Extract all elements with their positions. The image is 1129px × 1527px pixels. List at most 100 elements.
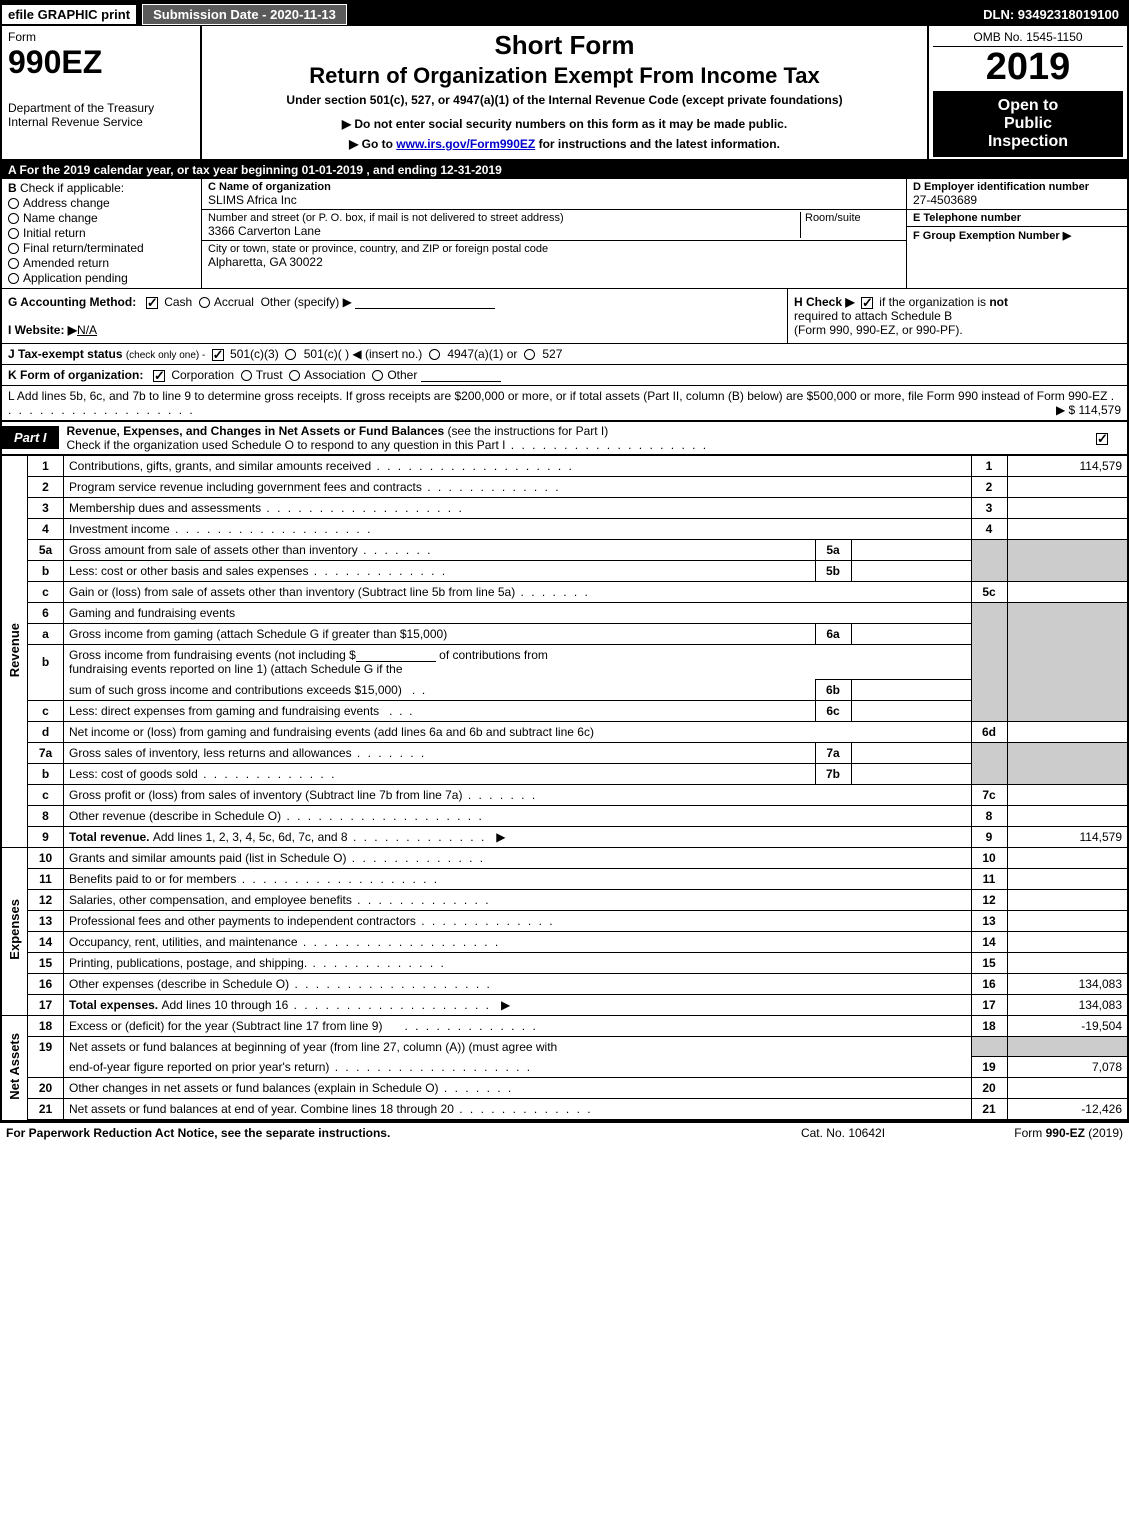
l6b-n: b (28, 644, 64, 679)
l5c-rn: 5c (971, 581, 1007, 602)
l5b-n: b (28, 560, 64, 581)
part-1-title-rest: (see the instructions for Part I) (444, 424, 608, 438)
l6a-mv (851, 623, 971, 644)
circle-icon[interactable] (8, 243, 19, 254)
circle-icon[interactable] (289, 370, 300, 381)
circle-icon[interactable] (8, 228, 19, 239)
checkbox-corp[interactable] (153, 370, 165, 382)
l21-rv: -12,426 (1007, 1099, 1127, 1120)
line-20: 20 Other changes in net assets or fund b… (2, 1078, 1127, 1099)
row-l: L Add lines 5b, 6c, and 7b to line 9 to … (2, 386, 1127, 420)
c-city-row: City or town, state or province, country… (202, 241, 906, 271)
circle-icon[interactable] (241, 370, 252, 381)
section-g: G Accounting Method: Cash Accrual Other … (2, 289, 787, 343)
l4-d: Investment income (64, 518, 972, 539)
circle-icon[interactable] (8, 258, 19, 269)
dots (289, 977, 492, 991)
e-label: E Telephone number (913, 212, 1121, 224)
l1-n: 1 (28, 455, 64, 476)
checkbox-h[interactable] (861, 297, 873, 309)
l7c-n: c (28, 784, 64, 805)
l21-d: Net assets or fund balances at end of ye… (64, 1099, 972, 1120)
section-e: E Telephone number (907, 210, 1127, 227)
dots (422, 480, 561, 494)
c-city-label: City or town, state or province, country… (208, 243, 900, 255)
l-amount: ▶ $ 114,579 (1056, 403, 1121, 417)
l9-n: 9 (28, 826, 64, 847)
l3-rv (1007, 497, 1127, 518)
efile-label[interactable]: efile GRAPHIC print (2, 5, 136, 24)
checkbox-501c3[interactable] (212, 349, 224, 361)
grey-cell (971, 763, 1007, 784)
l19-d2-t: end-of-year figure reported on prior yea… (69, 1060, 329, 1074)
circle-icon[interactable] (199, 297, 210, 308)
l10-n: 10 (28, 847, 64, 868)
ein: 27-4503689 (913, 193, 1121, 207)
l7c-rv (1007, 784, 1127, 805)
circle-icon[interactable] (524, 349, 535, 360)
k-o4: Other (387, 368, 417, 382)
grey-cell (971, 742, 1007, 763)
grey-cell (1007, 763, 1127, 784)
l16-rv: 134,083 (1007, 973, 1127, 994)
l18-d: Excess or (deficit) for the year (Subtra… (64, 1015, 972, 1036)
grey-cell (971, 623, 1007, 644)
form-number: 990EZ (8, 44, 194, 81)
footer-right-pre: Form (1014, 1126, 1045, 1140)
grey-cell (1007, 742, 1127, 763)
circle-icon[interactable] (429, 349, 440, 360)
b-opt-name: Name change (8, 211, 195, 225)
l5b-d: Less: cost or other basis and sales expe… (64, 560, 816, 581)
grey-cell (971, 602, 1007, 623)
l3-n: 3 (28, 497, 64, 518)
part-1-header: Part I Revenue, Expenses, and Changes in… (2, 420, 1127, 455)
l13-n: 13 (28, 910, 64, 931)
line-2: 2 Program service revenue including gove… (2, 476, 1127, 497)
short-form-title: Short Form (210, 30, 919, 61)
circle-icon[interactable] (8, 213, 19, 224)
line-6b-2: sum of such gross income and contributio… (2, 679, 1127, 700)
l15-d: Printing, publications, postage, and shi… (64, 952, 972, 973)
checkbox-cash[interactable] (146, 297, 158, 309)
goto-link[interactable]: www.irs.gov/Form990EZ (396, 137, 535, 151)
dots (371, 459, 574, 473)
checkbox-part1[interactable] (1096, 433, 1108, 445)
k-other-line (421, 381, 501, 382)
circle-icon[interactable] (285, 349, 296, 360)
c-name-row: C Name of organization SLIMS Africa Inc (202, 179, 906, 210)
l18-text: Excess or (deficit) for the year (Subtra… (69, 1019, 382, 1033)
g-cash: Cash (164, 295, 192, 309)
goto-line: ▶ Go to www.irs.gov/Form990EZ for instru… (210, 137, 919, 151)
grey-cell (1007, 623, 1127, 644)
l14-d: Occupancy, rent, utilities, and maintena… (64, 931, 972, 952)
circle-icon[interactable] (8, 198, 19, 209)
grey-cell (1007, 539, 1127, 560)
l12-n: 12 (28, 889, 64, 910)
header: Form 990EZ Department of the Treasury In… (2, 26, 1127, 161)
k-o2: Trust (256, 368, 283, 382)
circle-icon[interactable] (8, 273, 19, 284)
grey-cell (1007, 1036, 1127, 1057)
l10-rv (1007, 847, 1127, 868)
l19-rn: 19 (971, 1057, 1007, 1078)
part-1-label: Part I (2, 426, 59, 449)
circle-icon[interactable] (372, 370, 383, 381)
l5b-mn: 5b (815, 560, 851, 581)
grey-cell (1007, 602, 1127, 623)
b-opt-3: Final return/terminated (23, 241, 144, 255)
line-7a: 7a Gross sales of inventory, less return… (2, 742, 1127, 763)
l11-d: Benefits paid to or for members (64, 868, 972, 889)
j-label: J Tax-exempt status (8, 347, 123, 361)
l15-text: Printing, publications, postage, and shi… (69, 956, 307, 970)
l14-n: 14 (28, 931, 64, 952)
line-9: 9 Total revenue. Add lines 1, 2, 3, 4, 5… (2, 826, 1127, 847)
line-a: A For the 2019 calendar year, or tax yea… (2, 161, 1127, 179)
l7b-text: Less: cost of goods sold (69, 767, 198, 781)
line-6d: d Net income or (loss) from gaming and f… (2, 721, 1127, 742)
l5a-n: 5a (28, 539, 64, 560)
l19-n: 19 (28, 1036, 64, 1057)
l10-text: Grants and similar amounts paid (list in… (69, 851, 346, 865)
header-right: OMB No. 1545-1150 2019 Open to Public In… (927, 26, 1127, 159)
grey-cell (971, 539, 1007, 560)
l5c-d: Gain or (loss) from sale of assets other… (64, 581, 972, 602)
